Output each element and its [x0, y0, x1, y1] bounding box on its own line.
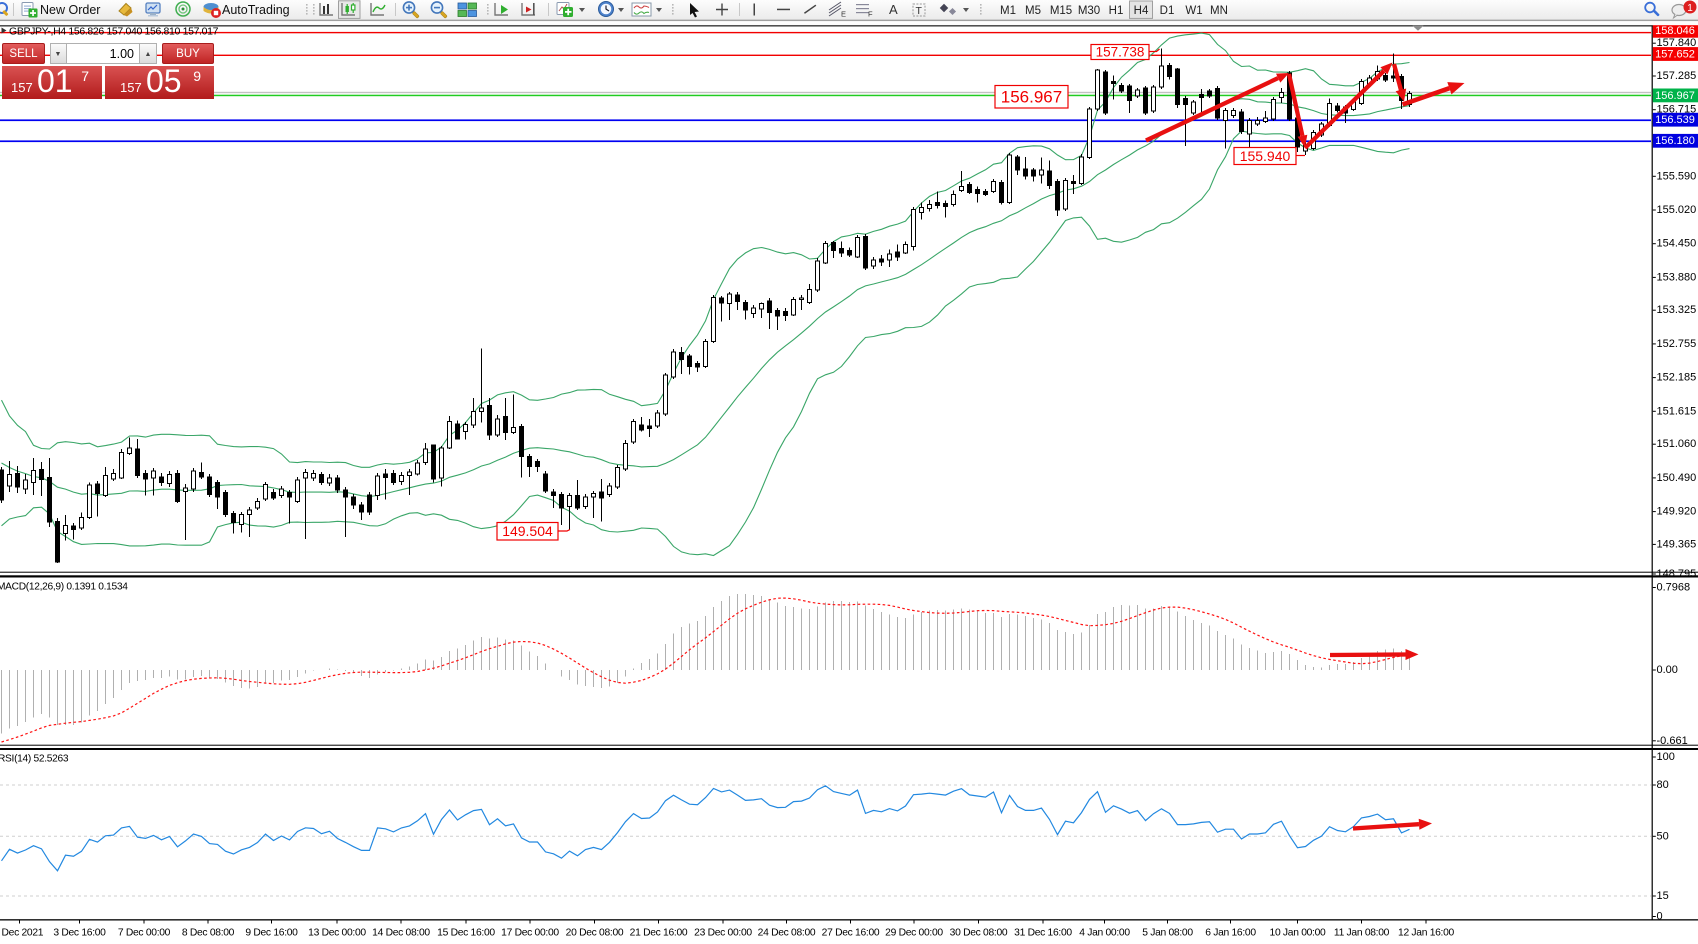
svg-text:157.285: 157.285 [1657, 70, 1697, 82]
svg-text:155.940: 155.940 [1240, 148, 1291, 164]
svg-text:156.967: 156.967 [1655, 90, 1695, 102]
svg-text:14 Dec 08:00: 14 Dec 08:00 [372, 928, 430, 939]
svg-text:152.755: 152.755 [1657, 338, 1697, 350]
svg-text:29 Dec 00:00: 29 Dec 00:00 [885, 928, 943, 939]
svg-text:149.920: 149.920 [1657, 506, 1697, 518]
svg-text:151.615: 151.615 [1657, 405, 1697, 417]
svg-text:154.450: 154.450 [1657, 238, 1697, 250]
svg-text:4 Jan 00:00: 4 Jan 00:00 [1079, 928, 1130, 939]
svg-text:A: A [889, 2, 898, 17]
svg-text:GBPJPY-,H4 156.826 157.040 15: GBPJPY-,H4 156.826 157.040 156.810 157.0… [9, 25, 219, 37]
svg-text:24 Dec 08:00: 24 Dec 08:00 [758, 928, 816, 939]
svg-text:M1: M1 [1000, 5, 1016, 17]
svg-text:152.185: 152.185 [1657, 372, 1697, 384]
svg-text:13 Dec 00:00: 13 Dec 00:00 [308, 928, 366, 939]
svg-text:15 Dec 16:00: 15 Dec 16:00 [437, 928, 495, 939]
svg-text:80: 80 [1657, 779, 1669, 791]
svg-text:153.325: 153.325 [1657, 304, 1697, 316]
svg-text:157.738: 157.738 [1096, 45, 1145, 60]
svg-text:M5: M5 [1025, 5, 1041, 17]
svg-text:-0.661: -0.661 [1657, 735, 1688, 747]
svg-text:17 Dec 00:00: 17 Dec 00:00 [501, 928, 559, 939]
svg-text:AutoTrading: AutoTrading [222, 3, 290, 17]
svg-text:MACD(12,26,9) 0.1391 0.1534: MACD(12,26,9) 0.1391 0.1534 [0, 582, 128, 593]
svg-text:Dec 2021: Dec 2021 [2, 928, 44, 939]
svg-text:156.967: 156.967 [1001, 87, 1062, 106]
svg-text:11 Jan 08:00: 11 Jan 08:00 [1334, 928, 1390, 939]
svg-text:W1: W1 [1185, 5, 1202, 17]
svg-text:156.180: 156.180 [1655, 135, 1695, 147]
svg-text:E: E [841, 10, 846, 19]
svg-text:151.060: 151.060 [1657, 438, 1697, 450]
svg-text:1: 1 [1687, 3, 1693, 14]
svg-text:0: 0 [1657, 911, 1663, 923]
svg-text:31 Dec 16:00: 31 Dec 16:00 [1014, 928, 1072, 939]
svg-text:155.020: 155.020 [1657, 204, 1697, 216]
svg-text:M15: M15 [1050, 5, 1072, 17]
svg-text:0.00: 0.00 [1657, 664, 1678, 676]
svg-text:T: T [916, 5, 923, 17]
svg-text:156.715: 156.715 [1657, 104, 1697, 116]
svg-text:6 Jan 16:00: 6 Jan 16:00 [1205, 928, 1256, 939]
svg-text:149.365: 149.365 [1657, 538, 1697, 550]
svg-text:H4: H4 [1134, 5, 1149, 17]
svg-text:157.840: 157.840 [1657, 37, 1697, 49]
svg-text:8 Dec 08:00: 8 Dec 08:00 [182, 928, 235, 939]
svg-text:50: 50 [1657, 830, 1669, 842]
svg-text:3 Dec 16:00: 3 Dec 16:00 [53, 928, 106, 939]
svg-text:157.652: 157.652 [1655, 48, 1695, 60]
svg-text:15: 15 [1657, 890, 1669, 902]
svg-text:9 Dec 16:00: 9 Dec 16:00 [245, 928, 298, 939]
svg-text:21 Dec 16:00: 21 Dec 16:00 [630, 928, 688, 939]
svg-text:F: F [868, 10, 873, 19]
svg-text:10 Jan 00:00: 10 Jan 00:00 [1270, 928, 1327, 939]
svg-text:23 Dec 00:00: 23 Dec 00:00 [694, 928, 752, 939]
svg-text:7 Dec 00:00: 7 Dec 00:00 [118, 928, 171, 939]
svg-text:156.539: 156.539 [1655, 114, 1695, 126]
svg-text:150.490: 150.490 [1657, 472, 1697, 484]
svg-text:148.795: 148.795 [1657, 568, 1697, 580]
svg-text:H1: H1 [1109, 5, 1124, 17]
svg-text:153.880: 153.880 [1657, 271, 1697, 283]
svg-text:158.046: 158.046 [1655, 25, 1695, 37]
svg-text:New Order: New Order [40, 3, 100, 17]
svg-text:D1: D1 [1160, 5, 1175, 17]
svg-text:5 Jan 08:00: 5 Jan 08:00 [1142, 928, 1193, 939]
svg-text:149.504: 149.504 [502, 523, 553, 539]
svg-text:20 Dec 08:00: 20 Dec 08:00 [566, 928, 624, 939]
svg-text:RSI(14) 52.5263: RSI(14) 52.5263 [0, 754, 69, 765]
svg-text:0.7968: 0.7968 [1657, 582, 1691, 594]
svg-text:12 Jan 16:00: 12 Jan 16:00 [1398, 928, 1455, 939]
svg-text:155.590: 155.590 [1657, 170, 1697, 182]
svg-text:MN: MN [1210, 5, 1228, 17]
svg-text:27 Dec 16:00: 27 Dec 16:00 [822, 928, 880, 939]
svg-text:30 Dec 08:00: 30 Dec 08:00 [950, 928, 1008, 939]
svg-text:M30: M30 [1078, 5, 1100, 17]
svg-text:100: 100 [1657, 751, 1675, 763]
